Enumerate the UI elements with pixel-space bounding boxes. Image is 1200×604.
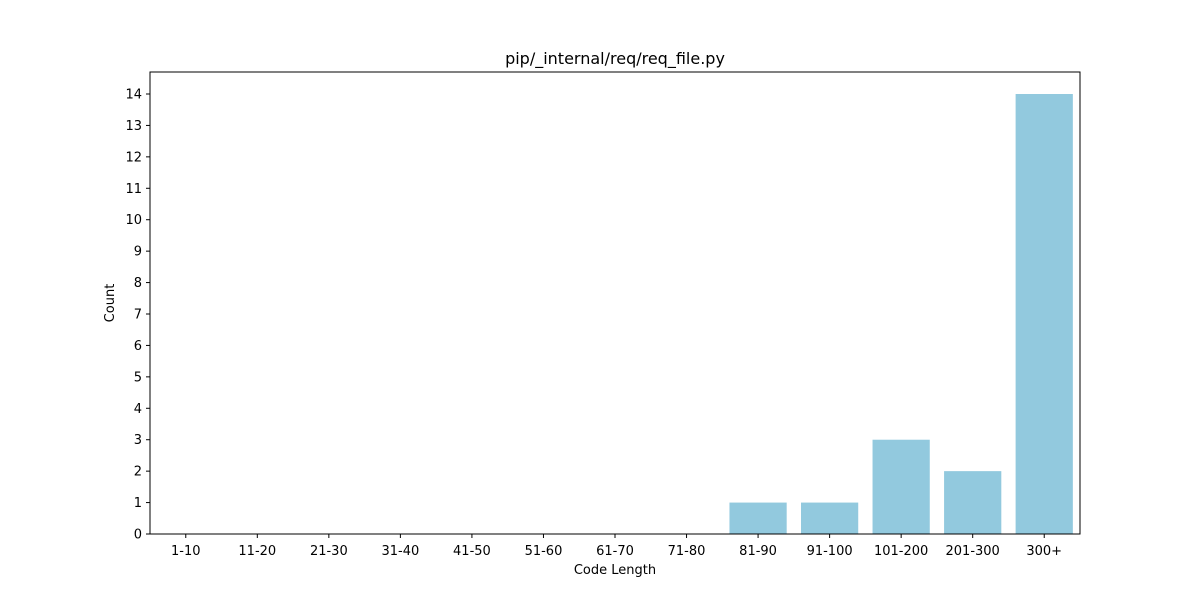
y-tick-label: 13	[125, 119, 142, 134]
bar-300+	[1015, 94, 1073, 534]
chart-title: pip/_internal/req/req_file.py	[505, 49, 725, 69]
y-tick-label: 1	[134, 496, 142, 511]
bar-201-300	[944, 471, 1002, 534]
y-tick-label: 4	[134, 402, 142, 417]
x-tick-label: 51-60	[525, 544, 563, 559]
x-tick-label: 1-10	[171, 544, 201, 559]
x-tick-label: 81-90	[739, 544, 777, 559]
y-axis-label: Count	[103, 284, 118, 323]
bar-81-90	[729, 502, 787, 534]
x-tick-label: 201-300	[946, 544, 1000, 559]
x-tick-label: 61-70	[596, 544, 634, 559]
plot-frame	[149, 71, 1081, 535]
bar-91-100	[801, 502, 859, 534]
y-tick-label: 5	[134, 370, 142, 385]
x-tick-label: 11-20	[238, 544, 276, 559]
bars-group	[729, 94, 1073, 534]
x-axis-label: Code Length	[574, 563, 656, 578]
y-tick-label: 9	[134, 245, 142, 260]
y-tick-label: 11	[125, 182, 142, 197]
y-tick-label: 2	[134, 465, 142, 480]
x-tick-label: 101-200	[874, 544, 928, 559]
y-tick-label: 14	[125, 88, 142, 103]
x-tick-label: 41-50	[453, 544, 491, 559]
x-tick-label: 21-30	[310, 544, 348, 559]
y-tick-label: 6	[134, 339, 142, 354]
y-tick-label: 8	[134, 276, 142, 291]
y-tick-label: 0	[134, 528, 142, 543]
x-tick-label: 31-40	[381, 544, 419, 559]
bar-101-200	[872, 439, 930, 534]
y-tick-label: 3	[134, 433, 142, 448]
x-tick-label: 71-80	[668, 544, 706, 559]
x-tick-label: 300+	[1026, 544, 1062, 559]
y-tick-label: 12	[125, 150, 142, 165]
y-tick-label: 10	[125, 213, 142, 228]
x-tick-label: 91-100	[807, 544, 853, 559]
y-tick-label: 7	[134, 308, 142, 323]
x-axis: 1-10 11-20 21-30 31-40 41-50 51-60 61-70 71-80 8…	[171, 534, 1062, 559]
